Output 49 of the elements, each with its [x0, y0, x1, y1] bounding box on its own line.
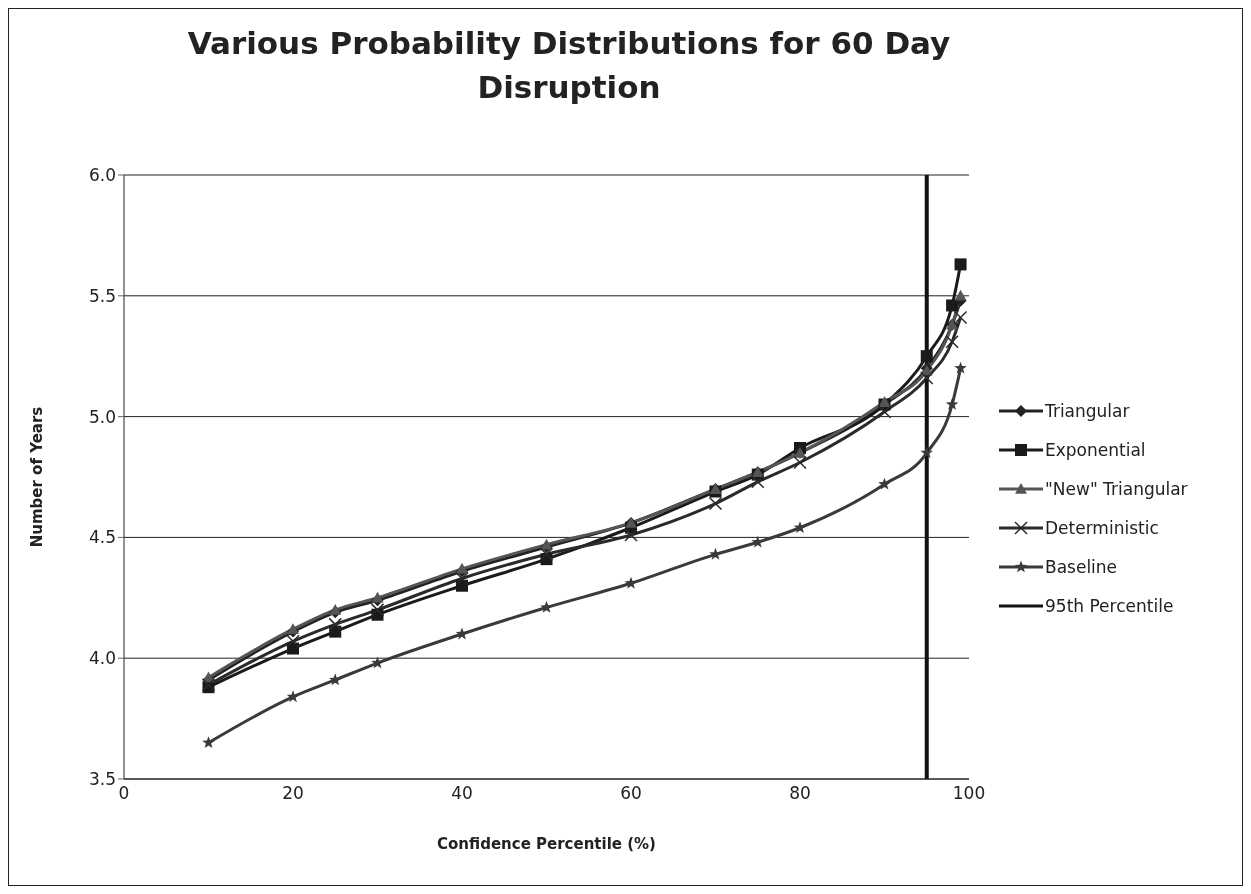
point	[793, 455, 807, 470]
point	[945, 397, 959, 410]
x-axis-title: Confidence Percentile (%)	[437, 835, 656, 853]
point	[708, 496, 723, 511]
point	[456, 562, 468, 574]
point	[328, 617, 342, 632]
point	[329, 603, 342, 615]
point	[945, 334, 959, 349]
legend-label: Deterministic	[1045, 517, 1159, 538]
x-tick-label: 20	[282, 783, 304, 804]
y-tick-label: 5.0	[88, 406, 116, 427]
point	[286, 690, 300, 703]
legend-label: Exponential	[1045, 439, 1146, 460]
legend-label: 95th Percentile	[1045, 595, 1174, 616]
point	[370, 603, 385, 617]
y-tick-label: 3.5	[88, 769, 116, 790]
point	[920, 446, 934, 459]
point	[371, 591, 384, 603]
point	[954, 361, 967, 374]
point	[455, 571, 469, 586]
point	[751, 475, 765, 489]
point	[877, 405, 892, 419]
legend-label: Baseline	[1045, 556, 1118, 577]
chart-title: Various Probability Distributions for 60 Day Disruption	[186, 24, 952, 107]
y-axis-title: Number of Years	[28, 406, 47, 548]
x-tick-label: 0	[118, 783, 130, 804]
point	[946, 299, 959, 312]
point	[954, 289, 967, 301]
point	[624, 528, 638, 542]
x-tick-label: 40	[451, 783, 473, 804]
point	[539, 547, 554, 562]
point	[793, 521, 807, 534]
y-tick-label: 4.0	[88, 648, 116, 669]
point	[920, 371, 934, 385]
point	[920, 350, 933, 363]
legend-label: Triangular	[1045, 400, 1130, 421]
y-tick-label: 5.5	[88, 285, 116, 306]
x-tick-label: 100	[952, 783, 986, 804]
point	[878, 396, 891, 407]
point	[953, 310, 968, 325]
point	[286, 634, 300, 649]
point	[878, 477, 891, 490]
x-tick-label: 60	[620, 783, 642, 804]
x-tick-label: 80	[789, 783, 811, 804]
y-tick-label: 6.0	[88, 165, 116, 186]
y-tick-label: 4.5	[88, 527, 116, 548]
legend-label: "New" Triangular	[1045, 478, 1188, 499]
point	[954, 258, 967, 271]
point	[202, 736, 215, 749]
